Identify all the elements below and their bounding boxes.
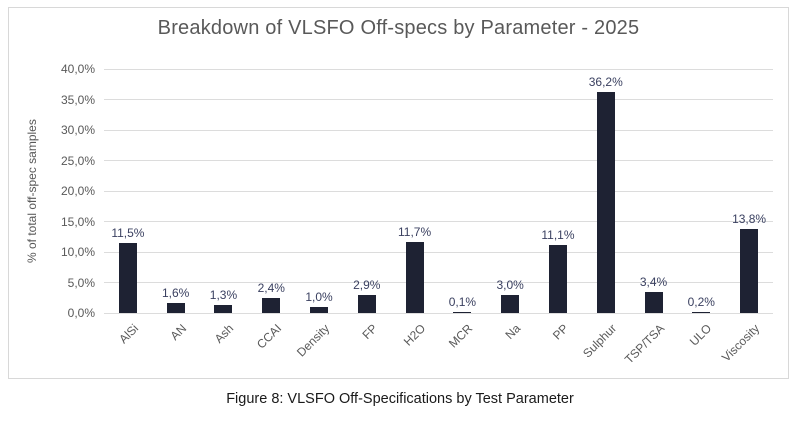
- y-tick-label: 35,0%: [60, 92, 95, 107]
- bar: [644, 292, 663, 313]
- chart-frame: Breakdown of VLSFO Off-specs by Paramete…: [8, 7, 789, 379]
- y-tick-label: 10,0%: [60, 245, 95, 259]
- y-tick-label: 20,0%: [60, 184, 95, 198]
- gridline: [104, 160, 773, 161]
- bar-value-label: 2,9%: [353, 278, 381, 293]
- figure-caption: Figure 8: VLSFO Off-Specifications by Te…: [226, 391, 574, 407]
- bar-value-label: 11,1%: [541, 228, 575, 243]
- bar-value-label: 36,2%: [588, 75, 623, 90]
- gridline: [104, 221, 773, 222]
- y-tick-label: 40,0%: [60, 62, 95, 76]
- bar: [740, 228, 759, 313]
- bar: [166, 303, 185, 313]
- y-tick-label: 30,0%: [60, 123, 95, 137]
- bar: [118, 242, 137, 313]
- y-tick-label: 25,0%: [60, 153, 95, 168]
- bar-value-label: 0,2%: [687, 294, 715, 309]
- bar-value-label: 11,5%: [111, 225, 145, 240]
- bar: [310, 306, 329, 313]
- bar-value-label: 13,8%: [732, 211, 767, 226]
- gridline: [104, 312, 773, 314]
- bar: [596, 92, 615, 313]
- bar-value-label: 1,3%: [209, 288, 238, 303]
- bar-value-label: 3,0%: [496, 277, 524, 292]
- bar: [501, 294, 520, 313]
- gridline: [104, 99, 773, 100]
- bar: [548, 245, 567, 313]
- bar: [262, 298, 281, 313]
- y-tick-label: 0,0%: [67, 306, 95, 320]
- y-tick-label: 15,0%: [60, 214, 95, 229]
- bar-value-label: 3,4%: [639, 275, 668, 290]
- gridline: [104, 68, 773, 70]
- bar: [214, 305, 233, 313]
- bar-value-label: 1,0%: [305, 289, 333, 304]
- bar-value-label: 1,6%: [161, 286, 190, 301]
- bar: [405, 241, 424, 313]
- gridline: [104, 282, 773, 283]
- bar-value-label: 0,1%: [448, 295, 477, 309]
- bar-value-label: 2,4%: [257, 281, 285, 296]
- gridline: [104, 190, 773, 192]
- bar: [453, 312, 472, 313]
- bar-value-label: 11,7%: [398, 224, 432, 239]
- bar: [692, 311, 711, 313]
- gridline: [104, 129, 773, 131]
- chart-title: Breakdown of VLSFO Off-specs by Paramete…: [157, 17, 640, 39]
- gridline: [104, 251, 773, 253]
- y-tick-label: 5,0%: [67, 275, 95, 290]
- bar: [357, 295, 376, 313]
